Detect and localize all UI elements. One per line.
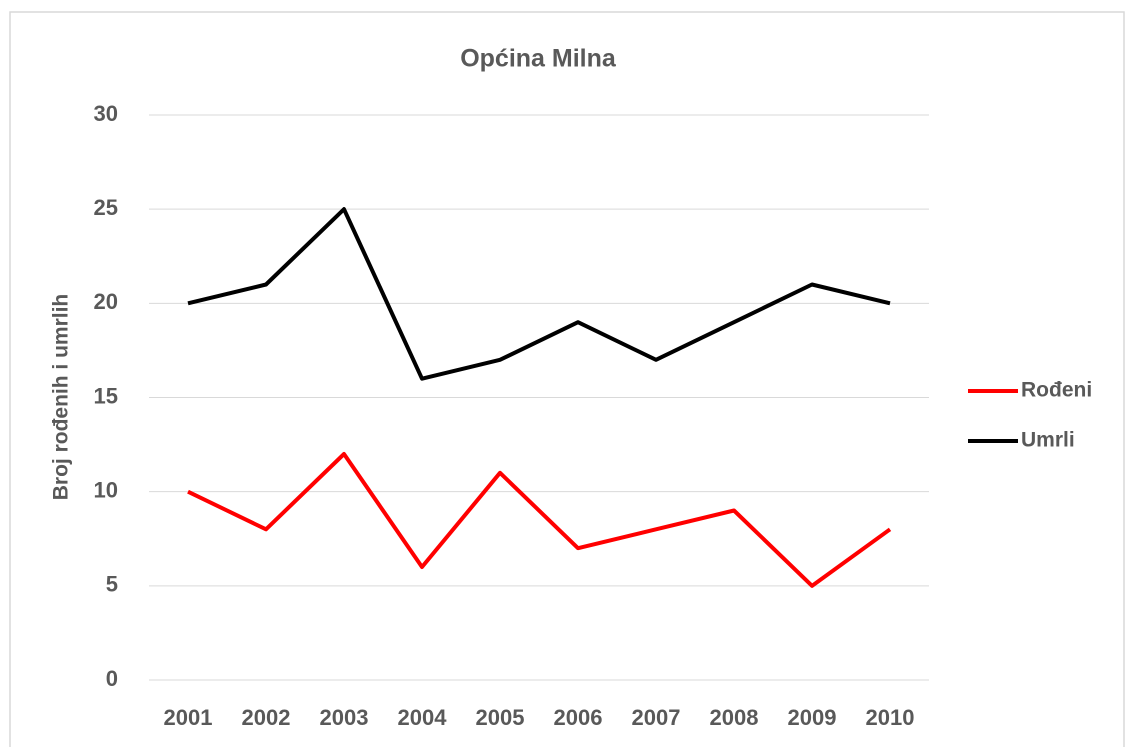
- data-line: [187, 452, 892, 588]
- x-tick-label: 2003: [320, 705, 369, 730]
- x-tick-label: 2007: [632, 705, 681, 730]
- y-tick-label: 25: [94, 195, 118, 220]
- legend-label: Umrli: [1021, 429, 1075, 452]
- y-tick-label: 30: [94, 101, 118, 126]
- y-axis-label: Broj rođenih i umrlih: [50, 294, 73, 501]
- data-line: [187, 207, 891, 381]
- y-tick-label: 5: [106, 572, 118, 597]
- y-tick-label: 0: [106, 666, 118, 691]
- x-tick-label: 2008: [710, 705, 759, 730]
- x-tick-label: 2006: [554, 705, 603, 730]
- y-tick-label: 15: [94, 383, 118, 408]
- x-tick-label: 2002: [242, 705, 291, 730]
- chart-frame: [9, 11, 1125, 747]
- chart-title: Općina Milna: [460, 45, 617, 73]
- x-tick-label: 2004: [398, 705, 448, 730]
- y-tick-label: 20: [94, 289, 118, 314]
- y-tick-label: 10: [94, 477, 118, 502]
- x-tick-label: 2009: [788, 705, 837, 730]
- legend-label: Rođeni: [1021, 379, 1092, 402]
- x-tick-label: 2005: [476, 705, 525, 730]
- x-tick-label: 2010: [866, 705, 915, 730]
- x-tick-label: 2001: [164, 705, 213, 730]
